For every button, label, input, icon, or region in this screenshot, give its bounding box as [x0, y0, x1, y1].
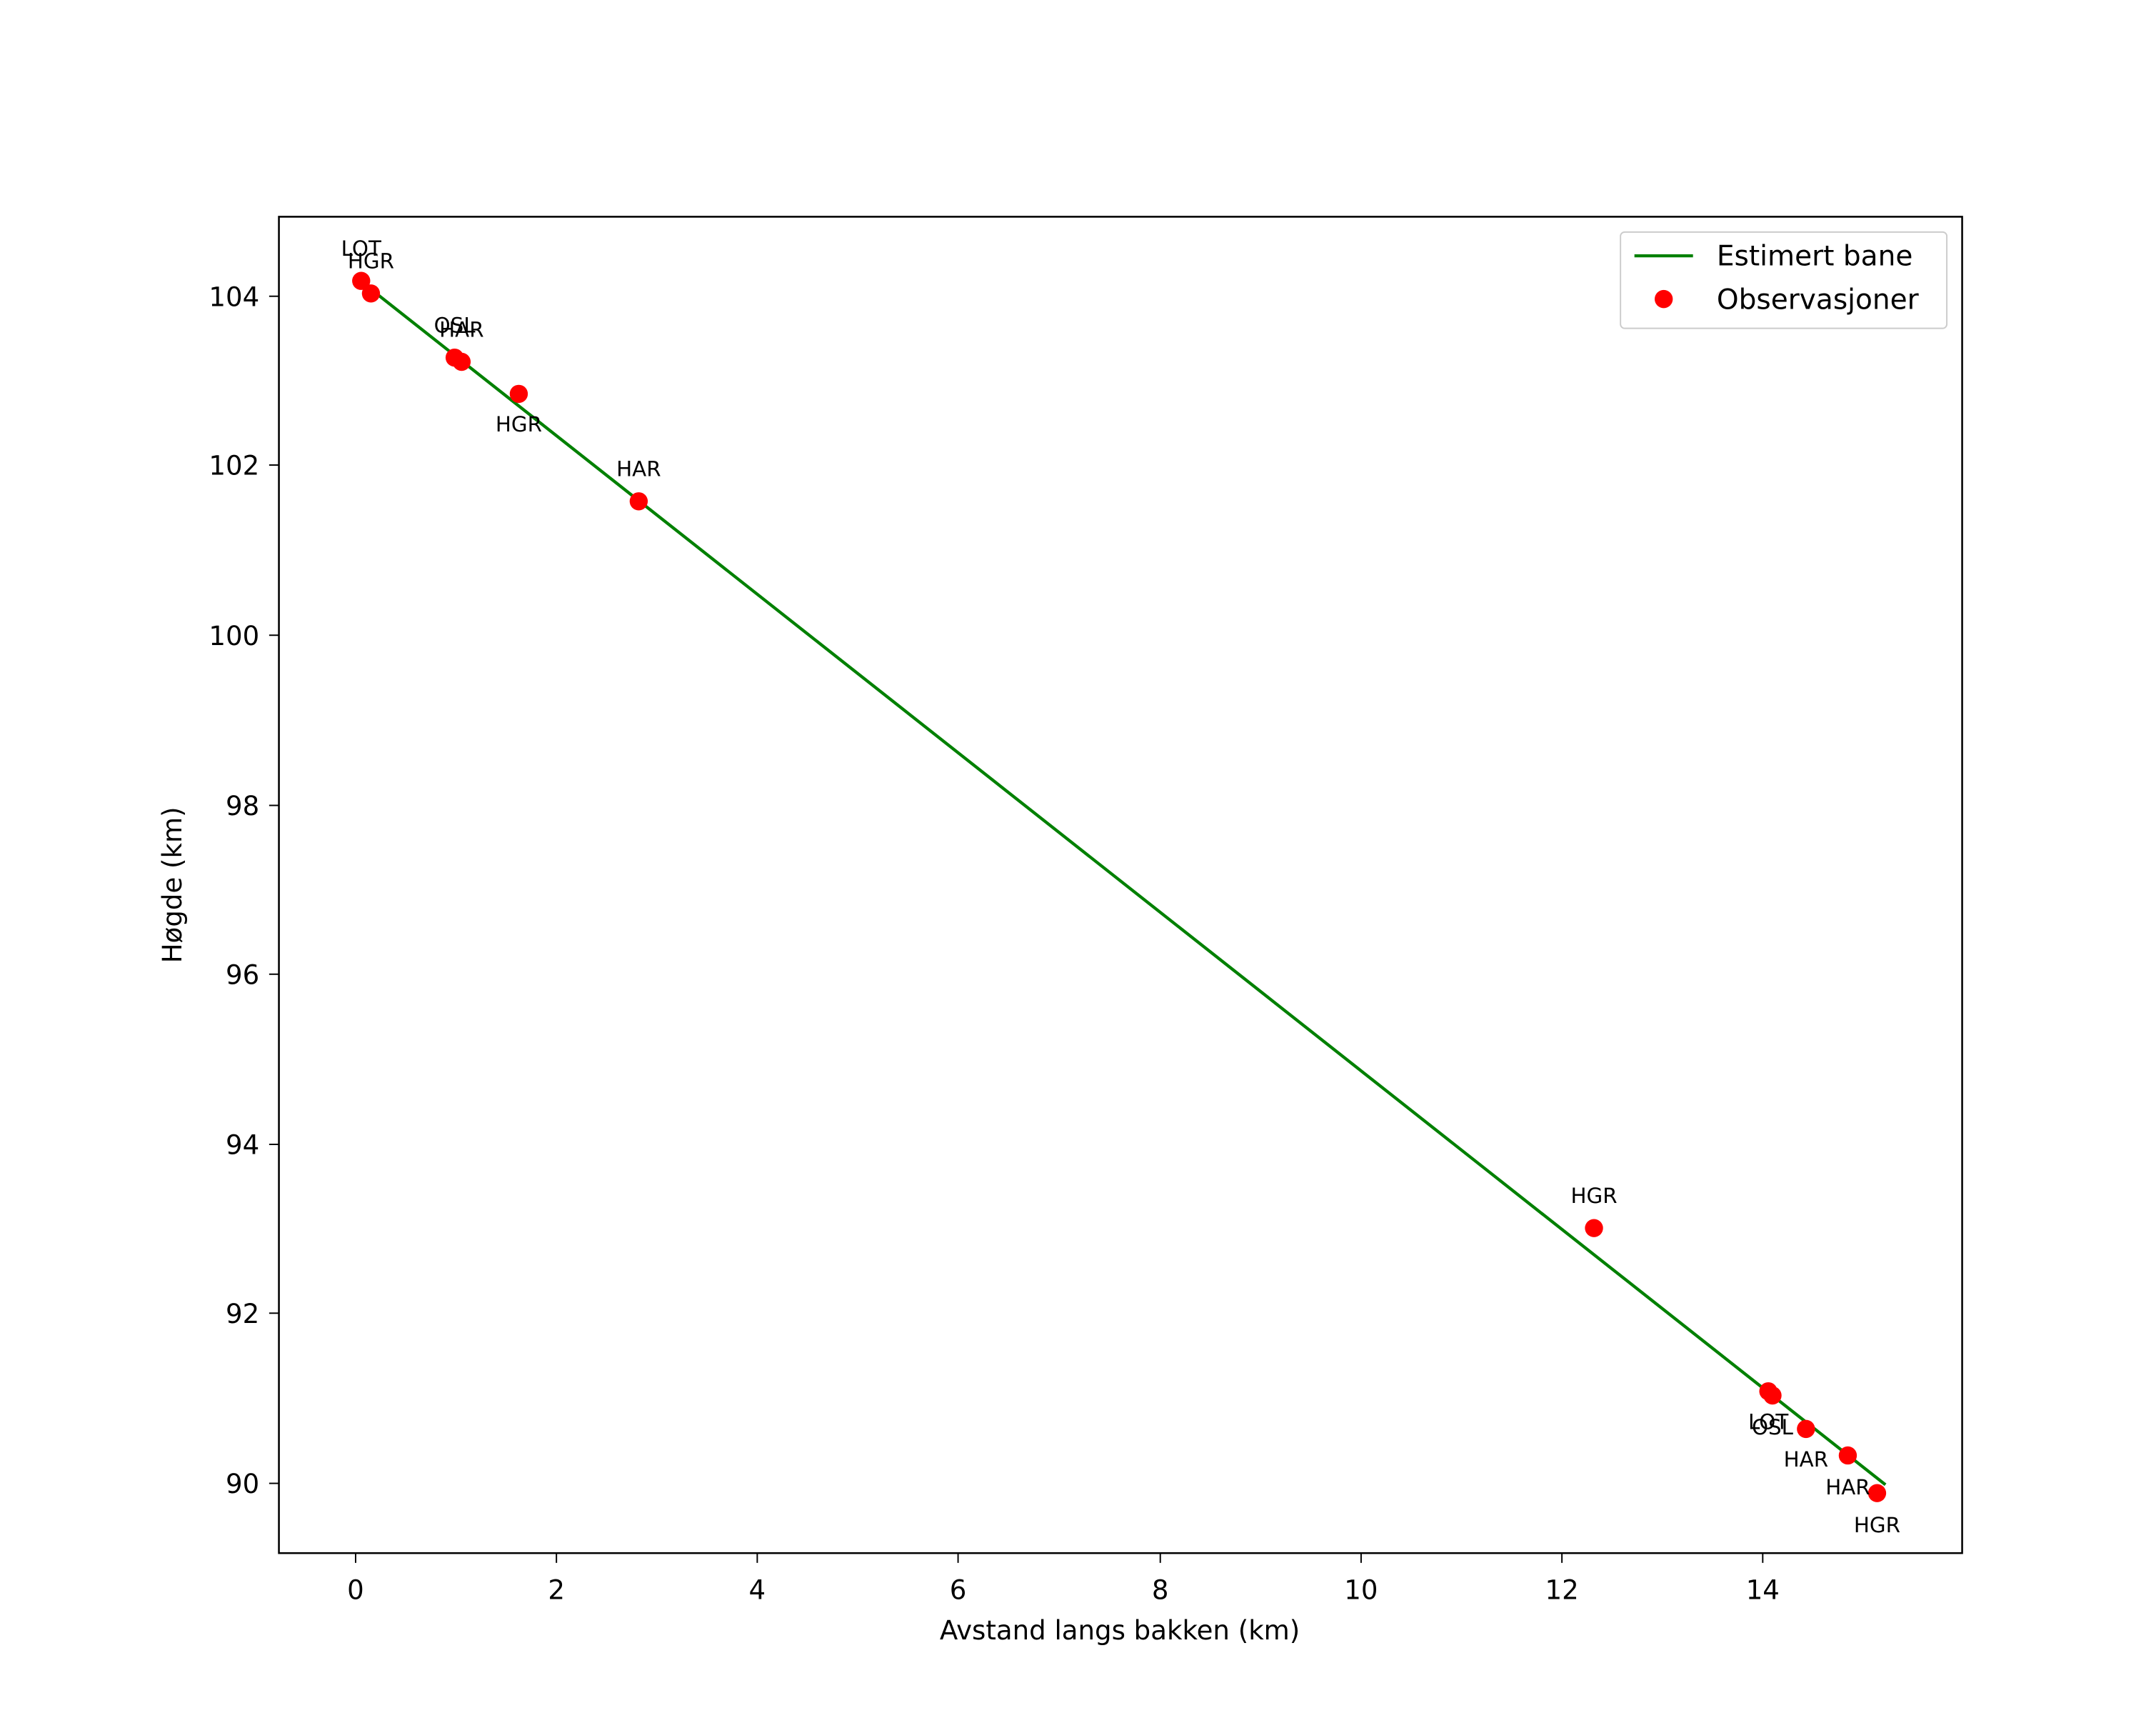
- y-tick-label: 92: [226, 1299, 259, 1329]
- observation-point: [361, 284, 381, 303]
- x-tick-label: 4: [749, 1575, 766, 1606]
- observation-point: [452, 352, 471, 371]
- legend: Estimert bane Observasjoner: [1620, 231, 1948, 329]
- legend-box: [1620, 231, 1948, 329]
- x-axis: [354, 1553, 1764, 1563]
- x-tick-label: 10: [1344, 1575, 1378, 1606]
- legend-dot-icon: [1654, 289, 1673, 309]
- y-tick-label: 90: [226, 1469, 259, 1499]
- observation-point: [629, 492, 648, 511]
- annotation-label: HGR: [348, 249, 394, 274]
- y-tick-label: 102: [209, 451, 259, 481]
- annotation-label: HAR: [1784, 1447, 1828, 1472]
- y-tick-label: 104: [209, 281, 259, 312]
- annotation-label: LOT: [341, 236, 381, 261]
- y-tick-label: 96: [226, 959, 259, 990]
- y-axis: [269, 295, 279, 1484]
- annotation-label: OSL: [434, 313, 476, 337]
- x-tick-label: 14: [1746, 1575, 1780, 1606]
- observation-point: [1797, 1419, 1815, 1439]
- station-annotations: LOT HGR OSL HAR HGR HAR HGR LOT OSL HAR …: [341, 236, 1900, 1537]
- annotation-label: LOT: [1748, 1409, 1788, 1434]
- x-axis-label: Avstand langs bakken (km): [940, 1615, 1300, 1646]
- x-tick-labels: 0 2 4 6 8 10 12 14: [347, 1575, 1780, 1606]
- observation-point: [352, 271, 371, 290]
- observation-point: [1763, 1386, 1782, 1405]
- x-tick-label: 8: [1152, 1575, 1169, 1606]
- x-tick-label: 2: [548, 1575, 565, 1606]
- annotation-label: HAR: [439, 317, 483, 341]
- observation-point: [509, 384, 528, 404]
- x-tick-label: 0: [347, 1575, 364, 1606]
- annotation-label: HGR: [496, 412, 542, 436]
- y-tick-label: 94: [226, 1130, 259, 1161]
- observation-point: [1867, 1484, 1887, 1502]
- y-tick-labels: 90 92 94 96 98 100 102 104: [209, 281, 259, 1499]
- x-tick-label: 6: [950, 1575, 967, 1606]
- annotation-label: HAR: [616, 457, 661, 481]
- y-tick-label: 100: [209, 621, 259, 651]
- x-tick-label: 12: [1545, 1575, 1579, 1606]
- observation-point: [1585, 1219, 1603, 1237]
- y-axis-label: Høgde (km): [157, 806, 188, 963]
- y-tick-label: 98: [226, 791, 259, 821]
- estimated-trajectory-line: [370, 288, 1887, 1487]
- observation-point: [1838, 1446, 1857, 1465]
- annotation-label: OSL: [1752, 1415, 1794, 1439]
- legend-label-observations: Observasjoner: [1717, 284, 1920, 316]
- plot-area: LOT HGR OSL HAR HGR HAR HGR LOT OSL HAR …: [278, 216, 1963, 1554]
- observation-points: [352, 271, 1887, 1502]
- annotation-label: HGR: [1854, 1513, 1900, 1537]
- annotation-label: HGR: [1570, 1184, 1617, 1208]
- annotation-label: HAR: [1825, 1475, 1870, 1499]
- legend-label-estimated: Estimert bane: [1717, 241, 1913, 273]
